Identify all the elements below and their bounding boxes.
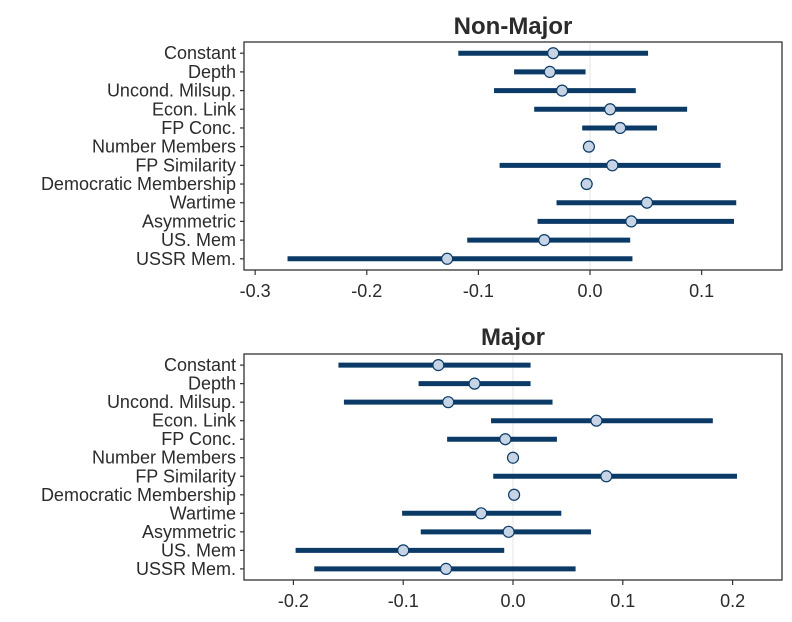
x-tick-label: -0.3 bbox=[240, 281, 271, 301]
point-estimate-marker bbox=[625, 215, 638, 228]
point-estimate-marker bbox=[441, 252, 454, 265]
point-estimate-marker bbox=[600, 470, 613, 483]
panel-title: Non-Major bbox=[454, 13, 573, 40]
x-tick-label: -0.2 bbox=[351, 281, 382, 301]
point-estimate-marker bbox=[397, 544, 410, 557]
point-estimate-marker bbox=[432, 359, 445, 372]
x-tick-label: -0.1 bbox=[388, 591, 419, 611]
point-estimate-marker bbox=[590, 414, 603, 427]
y-tick-label: FP Similarity bbox=[135, 466, 236, 486]
point-estimate-marker bbox=[506, 451, 520, 464]
x-tick-label: -0.2 bbox=[278, 591, 309, 611]
y-tick-label: Constant bbox=[164, 43, 236, 63]
point-estimate-marker bbox=[543, 65, 556, 79]
panel-title: Major bbox=[481, 324, 545, 351]
y-tick-label: Constant bbox=[164, 355, 236, 375]
y-tick-label: Democratic Membership bbox=[41, 174, 236, 194]
point-estimate-marker bbox=[499, 433, 512, 446]
y-tick-label: Number Members bbox=[92, 137, 236, 157]
y-tick-label: USSR Mem. bbox=[136, 559, 236, 579]
y-tick-label: FP Conc. bbox=[161, 429, 236, 449]
y-tick-label: Econ. Link bbox=[152, 411, 237, 431]
x-tick-label: 0.0 bbox=[578, 281, 603, 301]
plot-frame bbox=[243, 41, 783, 271]
y-tick-label: FP Similarity bbox=[135, 155, 236, 175]
point-estimate-marker bbox=[606, 159, 619, 172]
point-estimate-marker bbox=[582, 140, 596, 153]
y-tick-label: Depth bbox=[188, 374, 236, 394]
y-tick-label: FP Conc. bbox=[161, 118, 236, 138]
y-tick-label: Wartime bbox=[170, 193, 236, 213]
y-tick-label: USSR Mem. bbox=[136, 249, 236, 269]
point-estimate-marker bbox=[507, 488, 521, 501]
y-tick-label: US. Mem bbox=[161, 540, 236, 560]
y-tick-label: Uncond. Milsup. bbox=[107, 392, 236, 412]
y-tick-label: Asymmetric bbox=[142, 522, 236, 542]
point-estimate-marker bbox=[502, 525, 515, 538]
point-estimate-marker bbox=[580, 177, 593, 191]
x-tick-label: 0.0 bbox=[500, 591, 525, 611]
point-estimate-marker bbox=[439, 562, 453, 575]
x-tick-label: -0.1 bbox=[463, 281, 494, 301]
point-estimate-marker bbox=[614, 121, 627, 135]
point-estimate-marker bbox=[556, 84, 569, 97]
x-tick-label: 0.2 bbox=[720, 591, 745, 611]
y-tick-label: Uncond. Milsup. bbox=[107, 81, 236, 101]
y-tick-label: Depth bbox=[188, 62, 236, 82]
y-tick-label: Asymmetric bbox=[142, 211, 236, 231]
point-estimate-marker bbox=[475, 507, 488, 520]
point-estimate-marker bbox=[640, 196, 654, 209]
point-estimate-marker bbox=[468, 377, 481, 390]
point-estimate-marker bbox=[442, 396, 455, 409]
y-tick-label: Democratic Membership bbox=[41, 485, 236, 505]
point-estimate-marker bbox=[538, 233, 551, 247]
x-tick-label: 0.1 bbox=[610, 591, 635, 611]
point-estimate-marker bbox=[547, 47, 560, 60]
point-estimate-marker bbox=[604, 103, 617, 116]
y-tick-label: Wartime bbox=[170, 503, 236, 523]
x-tick-label: 0.1 bbox=[689, 281, 714, 301]
y-tick-label: Econ. Link bbox=[152, 99, 237, 119]
y-tick-label: Number Members bbox=[92, 448, 236, 468]
y-tick-label: US. Mem bbox=[161, 230, 236, 250]
